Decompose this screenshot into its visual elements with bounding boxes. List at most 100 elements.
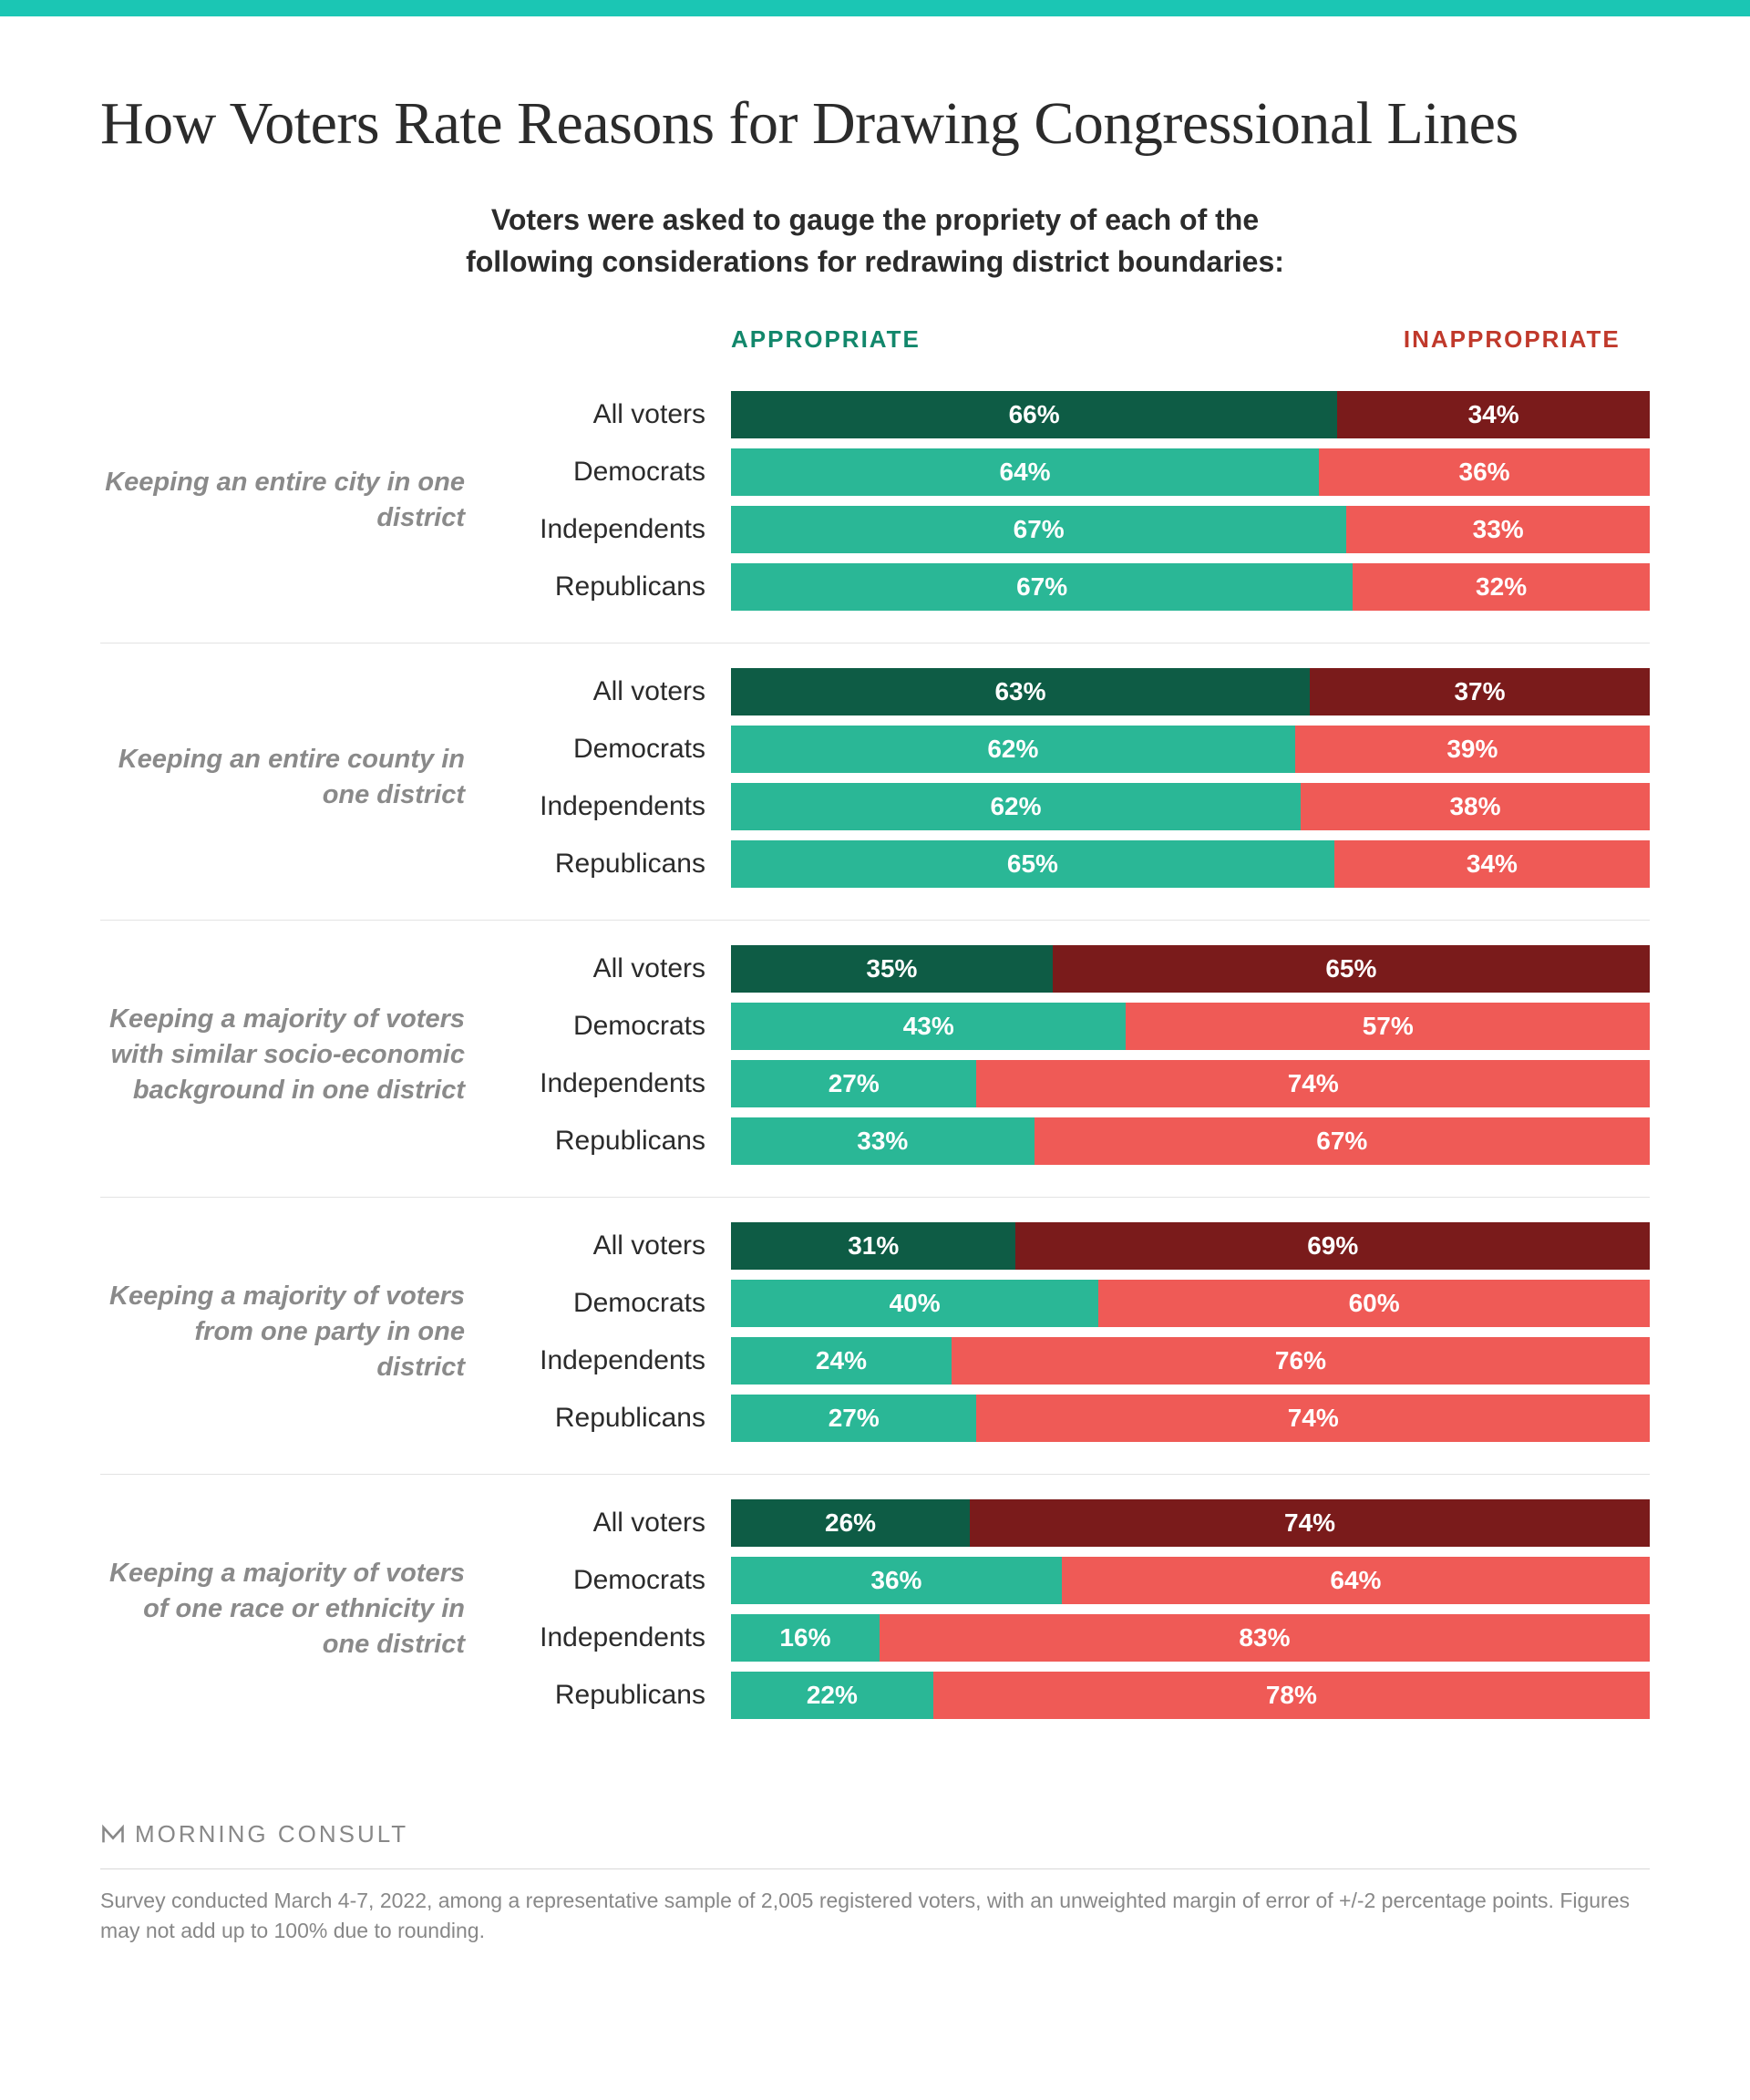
group-label: Keeping an entire county in one district	[100, 742, 501, 813]
bar-row: All voters26%74%	[501, 1499, 1650, 1547]
segment-inappropriate: 36%	[1319, 448, 1650, 496]
bar-row: Democrats40%60%	[501, 1280, 1650, 1327]
bar-row: Independents67%33%	[501, 506, 1650, 553]
bar-row: All voters66%34%	[501, 391, 1650, 438]
legend: APPROPRIATE INAPPROPRIATE	[731, 325, 1650, 354]
stacked-bar: 43%57%	[731, 1003, 1650, 1050]
segment-inappropriate: 33%	[1346, 506, 1650, 553]
stacked-bar: 26%74%	[731, 1499, 1650, 1547]
bar-row: Republicans67%32%	[501, 563, 1650, 611]
stacked-bar: 63%37%	[731, 668, 1650, 715]
row-label: All voters	[501, 953, 731, 984]
bar-row: Democrats36%64%	[501, 1557, 1650, 1604]
brand-text: MORNING CONSULT	[135, 1820, 408, 1848]
stacked-bar: 67%33%	[731, 506, 1650, 553]
stacked-bar: 27%74%	[731, 1060, 1650, 1107]
row-label: Democrats	[501, 1011, 731, 1042]
segment-appropriate: 64%	[731, 448, 1319, 496]
stacked-bar: 16%83%	[731, 1614, 1650, 1662]
row-label: Independents	[501, 1345, 731, 1376]
footnote: Survey conducted March 4-7, 2022, among …	[100, 1886, 1650, 1947]
group-label: Keeping a majority of voters from one pa…	[100, 1279, 501, 1385]
segment-inappropriate: 67%	[1035, 1117, 1650, 1165]
stacked-bar: 62%38%	[731, 783, 1650, 830]
bar-row: Independents27%74%	[501, 1060, 1650, 1107]
segment-inappropriate: 34%	[1334, 840, 1650, 888]
stacked-bar: 27%74%	[731, 1395, 1650, 1442]
bar-row: Independents62%38%	[501, 783, 1650, 830]
chart-group: Keeping a majority of voters from one pa…	[100, 1198, 1650, 1475]
group-rows: All voters26%74% Democrats36%64% Independe…	[501, 1489, 1650, 1729]
segment-appropriate: 35%	[731, 945, 1053, 993]
segment-inappropriate: 74%	[976, 1060, 1650, 1107]
segment-appropriate: 24%	[731, 1337, 952, 1385]
bar-row: Republicans27%74%	[501, 1395, 1650, 1442]
group-rows: All voters63%37%Democrats62%39%Independe…	[501, 658, 1650, 898]
chart-groups: Keeping an entire city in one districtAl…	[100, 366, 1650, 1751]
segment-inappropriate: 34%	[1337, 391, 1650, 438]
segment-appropriate: 66%	[731, 391, 1337, 438]
legend-inappropriate: INAPPROPRIATE	[1404, 325, 1621, 354]
segment-appropriate: 67%	[731, 506, 1346, 553]
segment-inappropriate: 38%	[1301, 783, 1650, 830]
legend-appropriate: APPROPRIATE	[731, 325, 921, 354]
chart-group: Keeping a majority of voters of one race…	[100, 1475, 1650, 1751]
segment-appropriate: 43%	[731, 1003, 1126, 1050]
segment-appropriate: 31%	[731, 1222, 1015, 1270]
brand: MORNING CONSULT	[100, 1820, 1650, 1848]
segment-inappropriate: 32%	[1353, 563, 1650, 611]
group-rows: All voters31%69% Democrats40%60% Independe…	[501, 1212, 1650, 1452]
top-accent-bar	[0, 0, 1750, 16]
page: How Voters Rate Reasons for Drawing Cong…	[0, 0, 1750, 1992]
stacked-bar: 64%36%	[731, 448, 1650, 496]
segment-appropriate: 40%	[731, 1280, 1098, 1327]
stacked-bar: 33%67%	[731, 1117, 1650, 1165]
row-label: Independents	[501, 1068, 731, 1099]
bar-row: Democrats43%57%	[501, 1003, 1650, 1050]
chart-group: Keeping a majority of voters with simila…	[100, 921, 1650, 1198]
footer-divider	[100, 1868, 1650, 1869]
bar-row: All voters63%37%	[501, 668, 1650, 715]
segment-inappropriate: 83%	[880, 1614, 1650, 1662]
row-label: Republicans	[501, 571, 731, 602]
segment-appropriate: 27%	[731, 1395, 976, 1442]
group-label: Keeping a majority of voters of one race…	[100, 1556, 501, 1662]
stacked-bar: 40%60%	[731, 1280, 1650, 1327]
row-label: Republicans	[501, 1680, 731, 1711]
bar-row: All voters31%69%	[501, 1222, 1650, 1270]
chart-group: Keeping an entire county in one district…	[100, 643, 1650, 921]
stacked-bar: 66%34%	[731, 391, 1650, 438]
page-title: How Voters Rate Reasons for Drawing Cong…	[100, 89, 1650, 159]
chart-group: Keeping an entire city in one districtAl…	[100, 366, 1650, 643]
group-rows: All voters35%65%Democrats43%57%Independe…	[501, 935, 1650, 1175]
stacked-bar: 65%34%	[731, 840, 1650, 888]
content-area: How Voters Rate Reasons for Drawing Cong…	[0, 16, 1750, 1787]
segment-inappropriate: 39%	[1295, 726, 1650, 773]
bar-row: All voters35%65%	[501, 945, 1650, 993]
segment-inappropriate: 57%	[1126, 1003, 1650, 1050]
segment-appropriate: 26%	[731, 1499, 970, 1547]
row-label: All voters	[501, 399, 731, 430]
brand-logo-icon	[100, 1821, 126, 1847]
segment-appropriate: 65%	[731, 840, 1334, 888]
stacked-bar: 24%76%	[731, 1337, 1650, 1385]
row-label: Independents	[501, 791, 731, 822]
stacked-bar: 31%69%	[731, 1222, 1650, 1270]
row-label: Independents	[501, 1622, 731, 1653]
segment-appropriate: 33%	[731, 1117, 1035, 1165]
group-label: Keeping an entire city in one district	[100, 465, 501, 536]
segment-inappropriate: 64%	[1062, 1557, 1650, 1604]
segment-inappropriate: 76%	[952, 1337, 1650, 1385]
stacked-bar: 62%39%	[731, 726, 1650, 773]
row-label: All voters	[501, 1230, 731, 1261]
segment-appropriate: 62%	[731, 783, 1301, 830]
row-label: All voters	[501, 676, 731, 707]
segment-inappropriate: 74%	[976, 1395, 1650, 1442]
footer: MORNING CONSULT Survey conducted March 4…	[0, 1787, 1750, 1992]
segment-inappropriate: 65%	[1053, 945, 1650, 993]
bar-row: Republicans33%67%	[501, 1117, 1650, 1165]
subtitle: Voters were asked to gauge the propriety…	[374, 199, 1376, 283]
segment-inappropriate: 78%	[933, 1672, 1650, 1719]
segment-appropriate: 22%	[731, 1672, 933, 1719]
bar-row: Democrats64%36%	[501, 448, 1650, 496]
